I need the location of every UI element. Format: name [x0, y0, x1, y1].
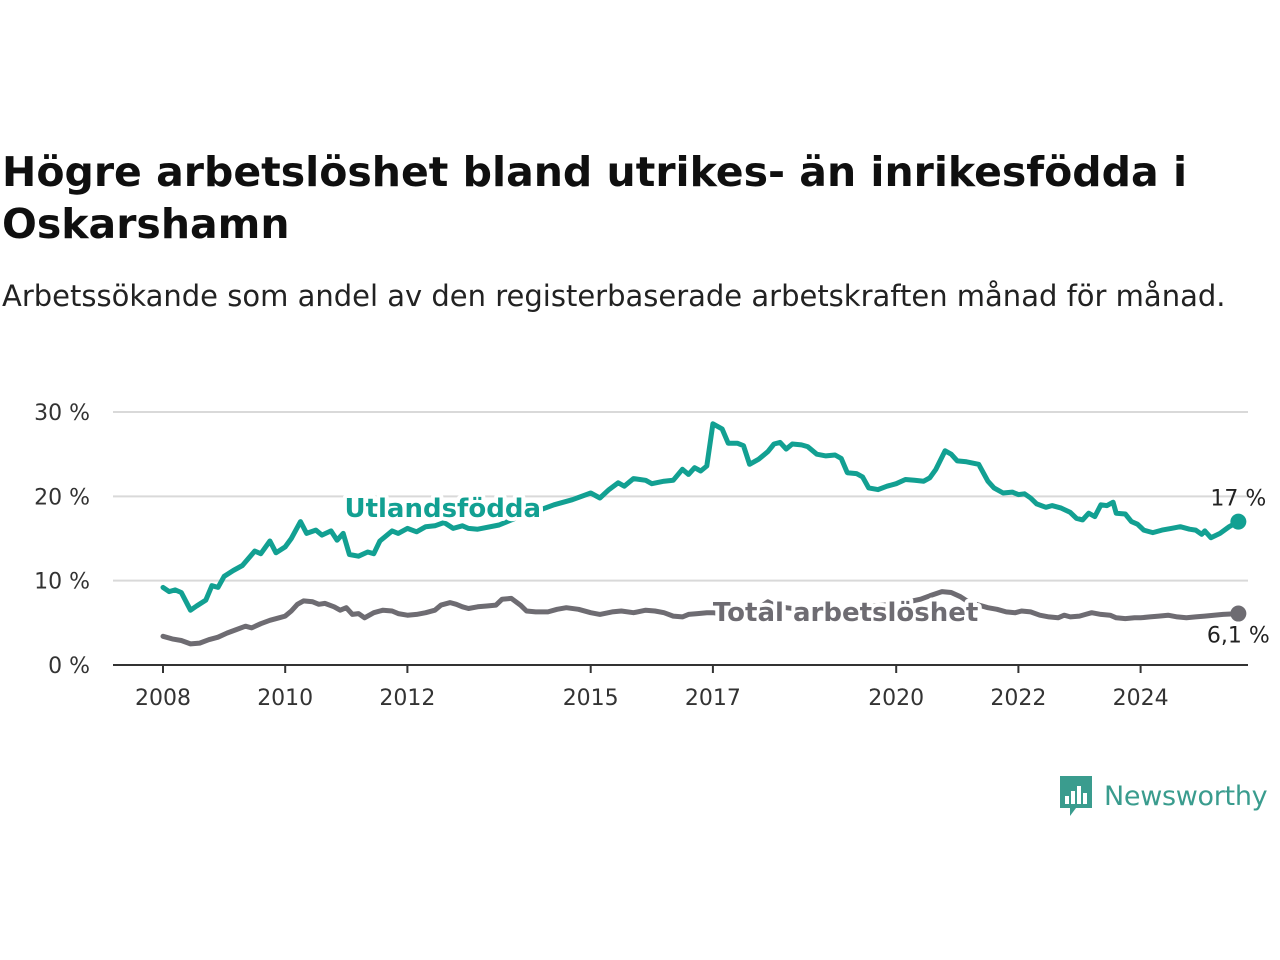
- y-tick-label: 10 %: [34, 570, 90, 595]
- x-tick-label: 2024: [1113, 686, 1169, 711]
- x-tick-label: 2015: [563, 686, 619, 711]
- series-label: Utlandsfödda: [344, 494, 541, 524]
- line-chart: 0 % 10 % 20 % 30 % 2008 2010 2012 2015 2017 2020…: [34, 401, 1270, 711]
- chart-subtitle: Arbetssökande som andel av den registerb…: [2, 279, 1226, 313]
- series-labels: Utlandsfödda Total arbetslöshet: [340, 490, 982, 632]
- series-label: Total arbetslöshet: [713, 598, 978, 628]
- x-tick-label: 2008: [135, 686, 191, 711]
- x-axis: [113, 664, 1248, 673]
- x-tick-label: 2022: [990, 686, 1046, 711]
- brand-name: Newsworthy: [1104, 780, 1268, 812]
- end-value-label: 17 %: [1210, 487, 1266, 512]
- end-markers: 17 % 6,1 %: [1207, 487, 1270, 649]
- x-tick-label: 2010: [257, 686, 313, 711]
- y-tick-label: 20 %: [34, 485, 90, 510]
- y-tick-label: 30 %: [34, 401, 90, 426]
- newsworthy-logo-icon: [1060, 776, 1092, 816]
- series-line-total: [160, 589, 1241, 647]
- x-tick-label: 2020: [868, 686, 924, 711]
- x-tick-labels: 2008 2010 2012 2015 2017 2020 2022 2024: [135, 686, 1169, 711]
- y-tick-labels: 0 % 10 % 20 % 30 %: [34, 401, 90, 679]
- x-tick-label: 2017: [685, 686, 741, 711]
- series-line-utlandsfodda: [160, 421, 1241, 613]
- end-value-label: 6,1 %: [1207, 624, 1270, 649]
- newsworthy-brand[interactable]: Newsworthy: [1058, 772, 1268, 820]
- chart-title: Högre arbetslöshet bland utrikes- än inr…: [2, 148, 1187, 248]
- end-marker: [1230, 513, 1247, 530]
- grid-lines: [113, 411, 1248, 582]
- series-lines: [160, 421, 1241, 647]
- x-tick-label: 2012: [379, 686, 435, 711]
- end-marker: [1230, 605, 1247, 622]
- y-tick-label: 0 %: [48, 654, 90, 679]
